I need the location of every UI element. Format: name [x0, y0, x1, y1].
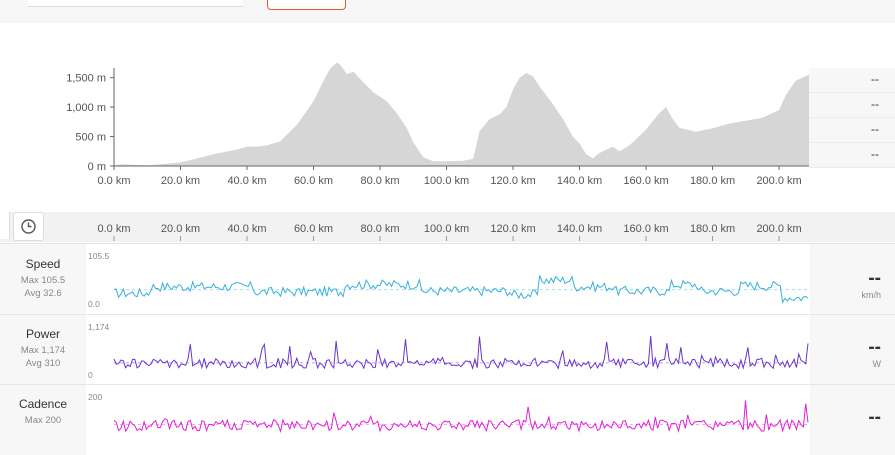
timeline-axis: 0.0 km 20.0 km 40.0 km 60.0 km 80.0 km 100.0 … — [97, 223, 802, 241]
sidebar-toggle[interactable] — [0, 212, 10, 239]
cadence-series-line — [113, 400, 809, 433]
power-series-line — [113, 336, 809, 370]
elevation-stat-1: -- — [809, 68, 895, 93]
cadence-plot[interactable]: 200 — [86, 385, 810, 455]
elevation-x-tick-label: 80.0 km — [360, 175, 399, 187]
timeline-axis-bar: 0.0 km 20.0 km 40.0 km 60.0 km 80.0 km 100.0 … — [0, 212, 895, 242]
elevation-x-tick-label: 40.0 km — [227, 175, 266, 187]
power-unit: W — [872, 359, 882, 369]
elevation-stat-4: -- — [809, 143, 895, 168]
speed-row: Speed Max 105.5 Avg 32.6 105.5 0.0 -- km/… — [0, 243, 895, 314]
elevation-x-tick-label: 180.0 km — [690, 175, 735, 187]
elevation-x-tick-label: 20.0 km — [161, 175, 200, 187]
time-toggle-button[interactable] — [13, 212, 44, 241]
power-current-value: -- — [868, 337, 881, 358]
elevation-x-tick-label: 0.0 km — [97, 175, 130, 187]
clock-icon — [21, 219, 36, 234]
elevation-stat-2: -- — [809, 93, 895, 118]
power-max: Max 1,174 — [20, 345, 66, 356]
power-axis-max-label: 1,174 — [88, 322, 110, 332]
speed-label-block: Speed Max 105.5 Avg 32.6 — [0, 257, 86, 300]
timeline-tick-label: 140.0 km — [557, 223, 602, 235]
elevation-x-tick-label: 200.0 km — [756, 175, 801, 187]
timeline-tick-label: 120.0 km — [490, 223, 535, 235]
speed-plot[interactable]: 105.5 0.0 — [86, 244, 810, 314]
timeline-tick-label: 60.0 km — [294, 223, 333, 235]
speed-avg: Avg 32.6 — [24, 288, 62, 299]
timeline-tick-label: 200.0 km — [756, 223, 801, 235]
timeline-tick-label: 40.0 km — [227, 223, 266, 235]
speed-max: Max 105.5 — [20, 275, 66, 286]
power-label-block: Power Max 1,174 Avg 310 — [0, 327, 86, 370]
cadence-label-block: Cadence Max 200 — [0, 397, 86, 427]
top-toolbar — [0, 0, 895, 23]
elevation-x-tick-label: 140.0 km — [557, 175, 602, 187]
elevation-chart: 1,500 m 1,000 m 500 m 0 m 0.0 km 20.0 km 40.0 … — [66, 62, 809, 187]
timeline-tick-label: 80.0 km — [360, 223, 399, 235]
speed-current-value: -- — [868, 268, 881, 289]
power-plot[interactable]: 1,174 0 — [86, 315, 810, 385]
cadence-max: Max 200 — [24, 415, 62, 426]
elevation-x-tick-label: 160.0 km — [623, 175, 668, 187]
power-value-block: -- W — [810, 337, 895, 369]
elevation-y-tick-label: 1,000 m — [66, 102, 106, 114]
elevation-area — [114, 62, 809, 166]
speed-series-line — [113, 275, 809, 304]
cadence-row: Cadence Max 200 200 -- — [0, 384, 895, 455]
speed-name: Speed — [25, 257, 61, 271]
cadence-value-block: -- — [810, 407, 895, 429]
search-field[interactable] — [28, 0, 243, 7]
elevation-y-tick-label: 0 m — [88, 161, 106, 173]
elevation-x-tick-label: 120.0 km — [490, 175, 535, 187]
timeline-tick-label: 160.0 km — [623, 223, 668, 235]
elevation-stat-3: -- — [809, 118, 895, 143]
power-row: Power Max 1,174 Avg 310 1,174 0 -- W — [0, 314, 895, 385]
timeline-tick-label: 20.0 km — [161, 223, 200, 235]
elevation-y-tick-label: 500 m — [75, 132, 106, 144]
speed-axis-max-label: 105.5 — [88, 251, 110, 261]
elevation-x-tick-label: 100.0 km — [424, 175, 469, 187]
speed-axis-min-label: 0.0 — [88, 299, 100, 309]
power-avg: Avg 310 — [25, 358, 61, 369]
cadence-name: Cadence — [18, 397, 68, 411]
elevation-stats: -- -- -- -- — [809, 68, 895, 168]
elevation-x-tick-label: 60.0 km — [294, 175, 333, 187]
power-name: Power — [25, 327, 60, 341]
cadence-current-value: -- — [868, 407, 881, 428]
speed-value-block: -- km/h — [810, 268, 895, 300]
timeline-tick-label: 100.0 km — [424, 223, 469, 235]
timeline-tick-label: 180.0 km — [690, 223, 735, 235]
action-button[interactable] — [267, 0, 346, 10]
power-axis-min-label: 0 — [88, 370, 93, 380]
cadence-axis-max-label: 200 — [88, 392, 102, 402]
elevation-y-tick-label: 1,500 m — [66, 73, 106, 85]
timeline-tick-label: 0.0 km — [97, 223, 130, 235]
speed-unit: km/h — [861, 290, 881, 300]
